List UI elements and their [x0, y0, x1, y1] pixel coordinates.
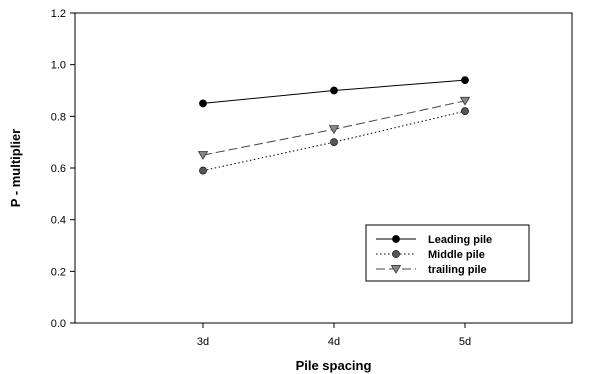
x-axis-title: Pile spacing: [296, 358, 372, 373]
legend-label: trailing pile: [428, 264, 487, 276]
data-point: [197, 151, 209, 160]
data-point: [199, 166, 207, 175]
data-point: [459, 96, 471, 106]
y-tick-label: 0.6: [51, 163, 66, 175]
data-point: [461, 76, 469, 85]
y-tick-label: 0.4: [51, 215, 66, 227]
x-tick-label: 3d: [197, 336, 209, 348]
x-axis-ticks: 3d 4d 5d: [197, 323, 471, 348]
y-tick-label: 1.2: [51, 8, 66, 20]
legend-marker: [390, 264, 402, 274]
legend-label: Leading pile: [428, 234, 492, 246]
x-tick-label: 4d: [328, 336, 340, 348]
y-axis-title: P - multiplier: [8, 129, 23, 208]
y-axis-ticks: 0.0 0.2 0.4 0.6 0.8 1.0 1.2: [51, 8, 75, 330]
legend-marker: [392, 250, 400, 258]
legend-marker: [392, 235, 400, 243]
series-leading-pile: [199, 76, 469, 108]
plot-area-frame: [74, 12, 573, 324]
y-tick-label: 0.0: [51, 318, 66, 330]
data-point: [461, 107, 469, 116]
x-tick-label: 5d: [459, 336, 471, 348]
y-tick-label: 1.0: [51, 60, 66, 72]
y-tick-label: 0.8: [51, 111, 66, 123]
legend-label: Middle pile: [428, 249, 485, 261]
data-point: [328, 125, 340, 135]
series-line: [202, 110, 466, 172]
legend: Leading pile Middle pile trailing pile: [365, 224, 530, 282]
data-point: [330, 86, 338, 95]
data-point: [330, 138, 338, 147]
series-trailing-pile: [197, 96, 471, 160]
y-tick-label: 0.2: [51, 266, 66, 278]
series-middle-pile: [199, 107, 469, 175]
series-group: [197, 76, 471, 175]
data-point: [199, 99, 207, 108]
